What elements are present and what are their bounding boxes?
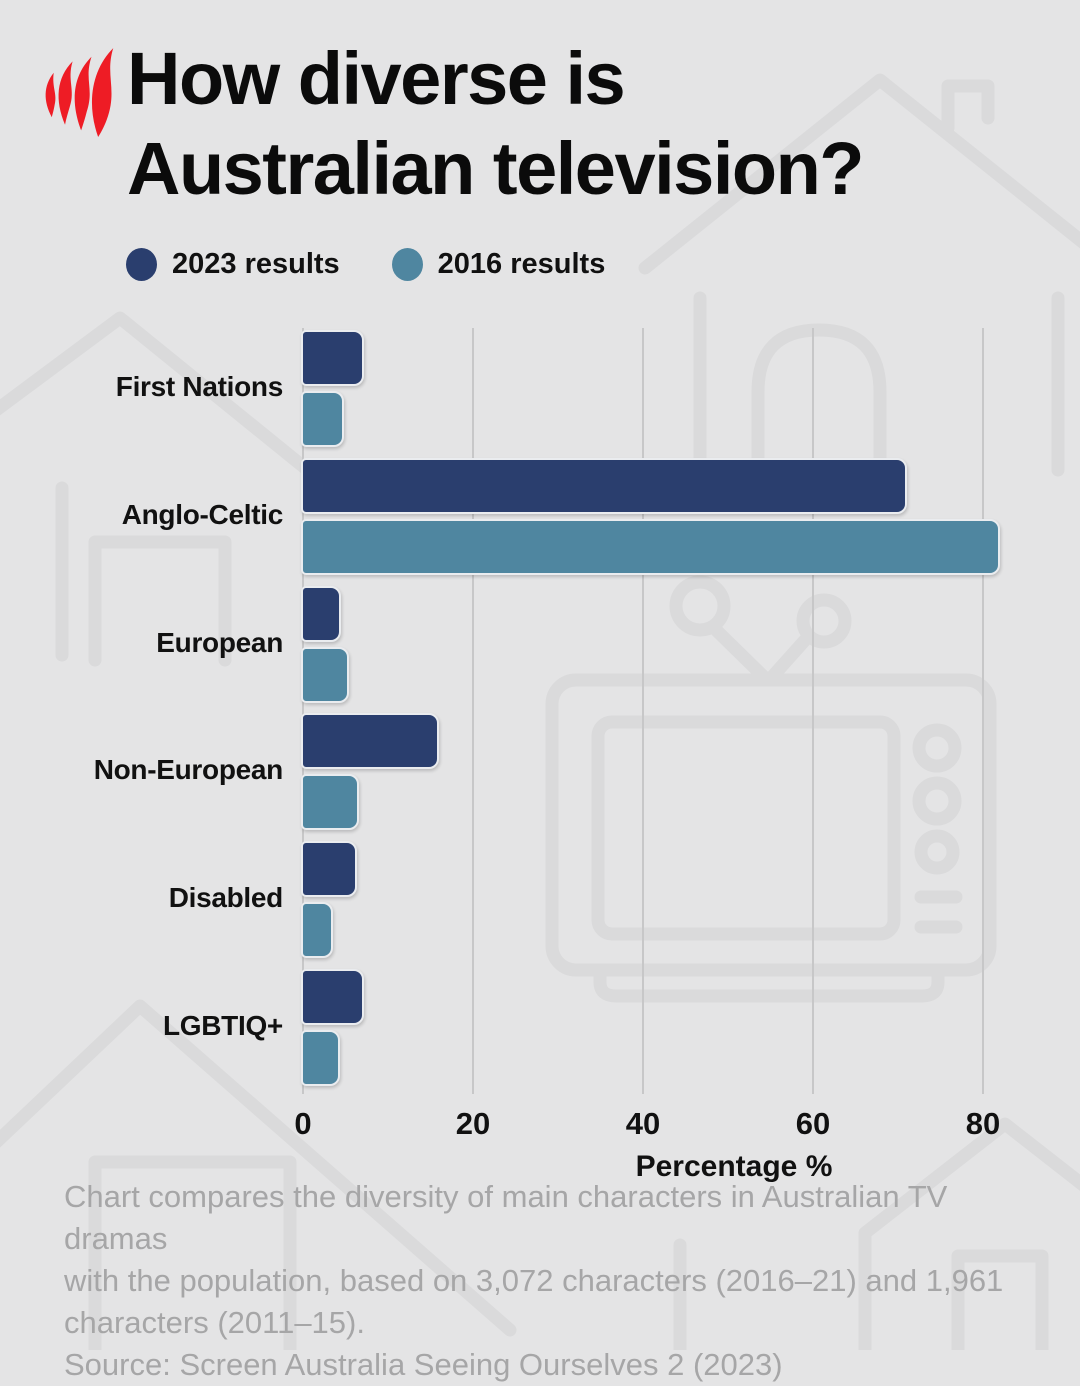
house-icon <box>638 73 1080 492</box>
house-icon <box>0 311 312 667</box>
footer-line: Chart compares the diversity of main cha… <box>64 1179 948 1256</box>
category-label: Disabled <box>168 882 284 913</box>
bar-2023-non-european <box>301 713 439 769</box>
bar-chart: Percentage % 0 20 40 60 80 First Nations Anglo… <box>0 328 1080 1228</box>
bar-2016-first-nations <box>301 391 344 447</box>
title-line-1: How diverse is <box>127 37 626 120</box>
category-label: Anglo-Celtic <box>121 499 284 530</box>
footer-line: characters (2011–15). <box>64 1305 365 1340</box>
background-watermark <box>0 0 1080 1350</box>
page-title: How diverse is Australian television? <box>127 34 1027 214</box>
house-icon <box>858 1117 1080 1350</box>
x-tick-label: 40 <box>625 1106 661 1141</box>
footer-line: with the population, based on 3,072 char… <box>64 1263 1004 1298</box>
gridline <box>982 328 984 1094</box>
bar-2023-lgbtiq- <box>301 969 364 1025</box>
bar-2016-anglo-celtic <box>301 519 1000 575</box>
tv-icon <box>545 575 997 1003</box>
legend-item: 2016 results <box>391 248 606 281</box>
category-label: European <box>156 627 283 658</box>
legend-dot-icon <box>391 248 423 281</box>
gridline <box>642 328 644 1094</box>
x-axis-label: Percentage % <box>635 1150 833 1183</box>
category-label: LGBTIQ+ <box>162 1010 283 1041</box>
x-tick-label: 0 <box>294 1106 312 1141</box>
gridline <box>302 328 304 1094</box>
bar-2016-european <box>301 647 349 703</box>
legend-label: 2023 results <box>172 248 340 280</box>
gridline <box>812 328 814 1094</box>
category-label: Non-European <box>93 754 284 785</box>
bar-2016-disabled <box>301 902 333 958</box>
house-icon <box>0 999 687 1350</box>
x-tick-label: 20 <box>455 1106 491 1141</box>
legend-label: 2016 results <box>437 248 606 280</box>
chart-legend: 2023 results 2016 results <box>126 248 605 281</box>
x-tick-label: 60 <box>795 1106 831 1141</box>
title-line-2: Australian television? <box>127 127 864 210</box>
category-label: First Nations <box>115 371 284 402</box>
footer-line: Source: Screen Australia Seeing Ourselve… <box>64 1347 783 1382</box>
x-tick-label: 80 <box>965 1106 1001 1141</box>
bar-2016-non-european <box>301 774 359 830</box>
bar-2023-disabled <box>301 841 357 897</box>
bar-2023-european <box>301 586 341 642</box>
flame-icon <box>45 48 114 138</box>
gridline <box>472 328 474 1094</box>
legend-dot-icon <box>126 248 157 281</box>
bar-2016-lgbtiq- <box>301 1030 340 1086</box>
sbs-logo <box>45 48 114 138</box>
bar-2023-anglo-celtic <box>301 458 907 514</box>
bar-2023-first-nations <box>301 330 364 386</box>
footer-note: Chart compares the diversity of main cha… <box>64 1176 1044 1386</box>
legend-item: 2023 results <box>126 248 340 281</box>
